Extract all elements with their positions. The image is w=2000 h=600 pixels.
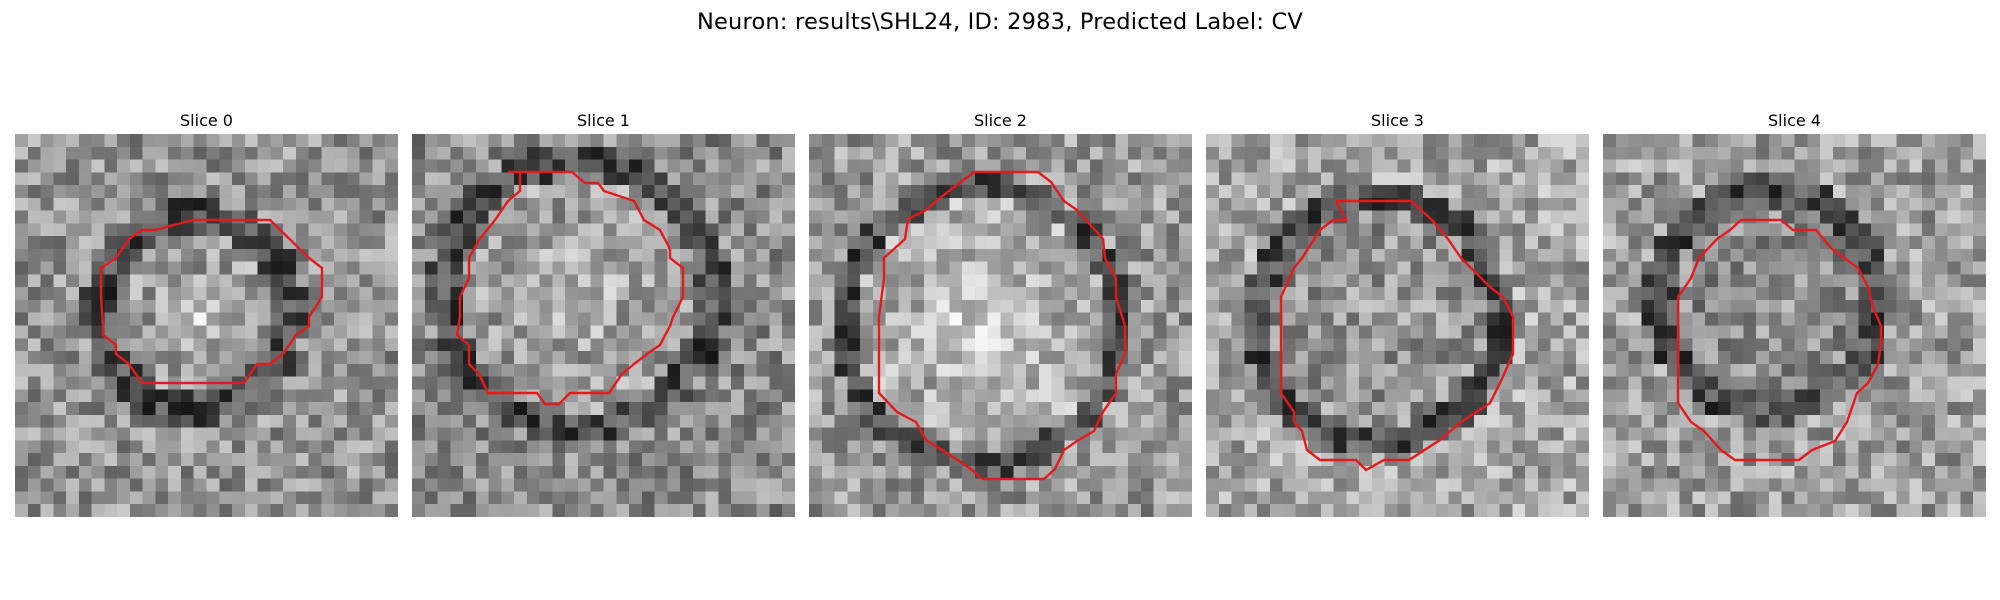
slice-panel-3: Slice 3: [1206, 110, 1589, 517]
slice-image-3: [1206, 134, 1589, 517]
roi-contour-0: [99, 218, 324, 385]
slice-panel-0: Slice 0: [15, 110, 398, 517]
slice-title-2: Slice 2: [974, 111, 1027, 130]
slice-title-3: Slice 3: [1371, 111, 1424, 130]
slice-title-0: Slice 0: [180, 111, 233, 130]
slice-title-4: Slice 4: [1768, 111, 1821, 130]
slice-image-2: [809, 134, 1192, 517]
slice-panel-4: Slice 4: [1603, 110, 1986, 517]
slice-pixels-2: [809, 134, 1192, 517]
slice-pixels-1: [412, 134, 795, 517]
slice-panel-2: Slice 2: [809, 110, 1192, 517]
slice-image-4: [1603, 134, 1986, 517]
slice-image-1: [412, 134, 795, 517]
slice-pixels-0: [15, 134, 398, 517]
slice-image-0: [15, 134, 398, 517]
roi-contour-4: [1676, 218, 1883, 462]
slice-panel-1: Slice 1: [412, 110, 795, 517]
slice-pixels-3: [1206, 134, 1589, 517]
roi-contour-1: [455, 170, 685, 406]
slice-pixels-4: [1603, 134, 1986, 517]
roi-contour-2: [877, 170, 1127, 481]
figure-title: Neuron: results\SHL24, ID: 2983, Predict…: [696, 9, 1304, 35]
roi-contour-3: [1279, 199, 1515, 472]
slice-title-1: Slice 1: [577, 111, 630, 130]
